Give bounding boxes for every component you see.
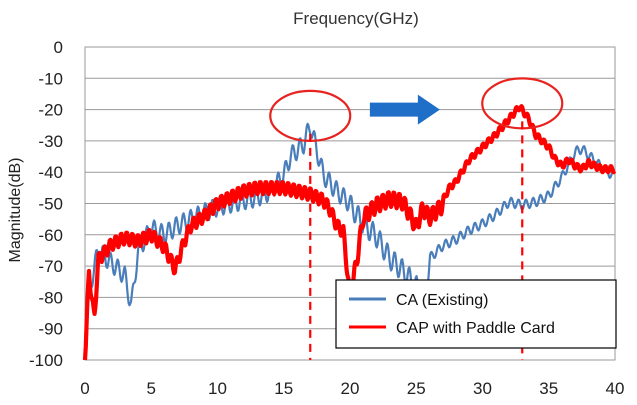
x-axis-ticks: 0 5 10 15 20 25 30 35 40 — [80, 379, 624, 398]
y-tick-label: -70 — [38, 257, 63, 276]
y-tick-label: -30 — [38, 132, 63, 151]
x-tick-label: 15 — [274, 379, 293, 398]
arrow-right-icon — [369, 94, 440, 125]
legend-box — [335, 279, 617, 349]
y-tick-label: -50 — [38, 195, 63, 214]
y-tick-label: -40 — [38, 163, 63, 182]
y-tick-label: -90 — [38, 320, 63, 339]
x-tick-label: 5 — [147, 379, 156, 398]
y-tick-label: -10 — [38, 69, 63, 88]
x-tick-label: 20 — [341, 379, 360, 398]
y-tick-label: 0 — [54, 38, 63, 57]
x-tick-label: 25 — [407, 379, 426, 398]
chart-title: Frequency(GHz) — [293, 9, 419, 28]
legend-label-cap: CAP with Paddle Card — [396, 320, 555, 337]
x-tick-label: 35 — [539, 379, 558, 398]
y-tick-label: -20 — [38, 101, 63, 120]
x-tick-label: 40 — [606, 379, 625, 398]
legend: CA (Existing) CAP with Paddle Card — [335, 279, 617, 349]
legend-label-ca: CA (Existing) — [396, 292, 488, 309]
y-axis-label: Magnitude(dB) — [7, 158, 24, 263]
x-tick-label: 0 — [80, 379, 89, 398]
y-tick-label: -60 — [38, 226, 63, 245]
y-tick-label: -80 — [38, 288, 63, 307]
series-ca-existing-line — [88, 122, 616, 309]
y-axis-ticks: 0 -10 -20 -30 -40 -50 -60 -70 -80 -90 -100 — [29, 38, 63, 370]
y-tick-label: -100 — [29, 351, 63, 370]
x-tick-label: 10 — [208, 379, 227, 398]
x-tick-label: 30 — [473, 379, 492, 398]
